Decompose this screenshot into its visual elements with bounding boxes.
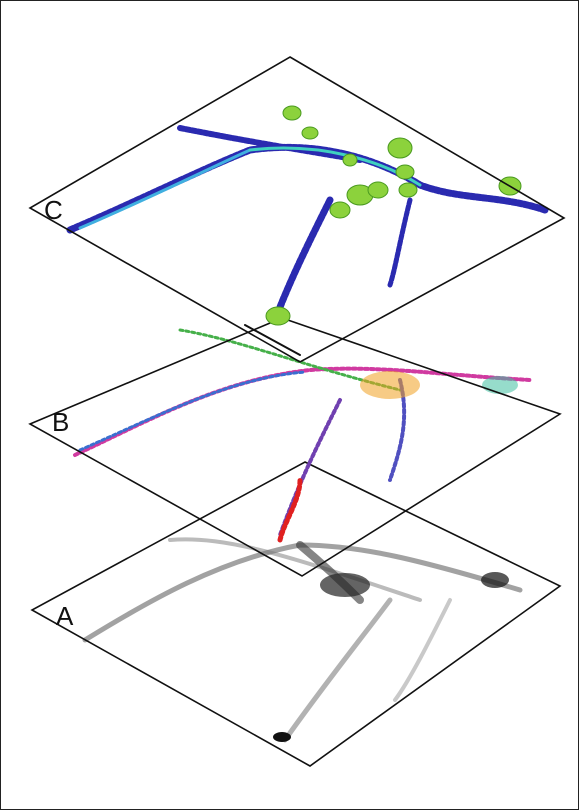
figure: A B: [0, 0, 579, 810]
layer-label: B: [52, 407, 69, 437]
layer-label: C: [44, 195, 63, 225]
figure-border: [1, 1, 579, 810]
layer-label: A: [56, 601, 74, 631]
